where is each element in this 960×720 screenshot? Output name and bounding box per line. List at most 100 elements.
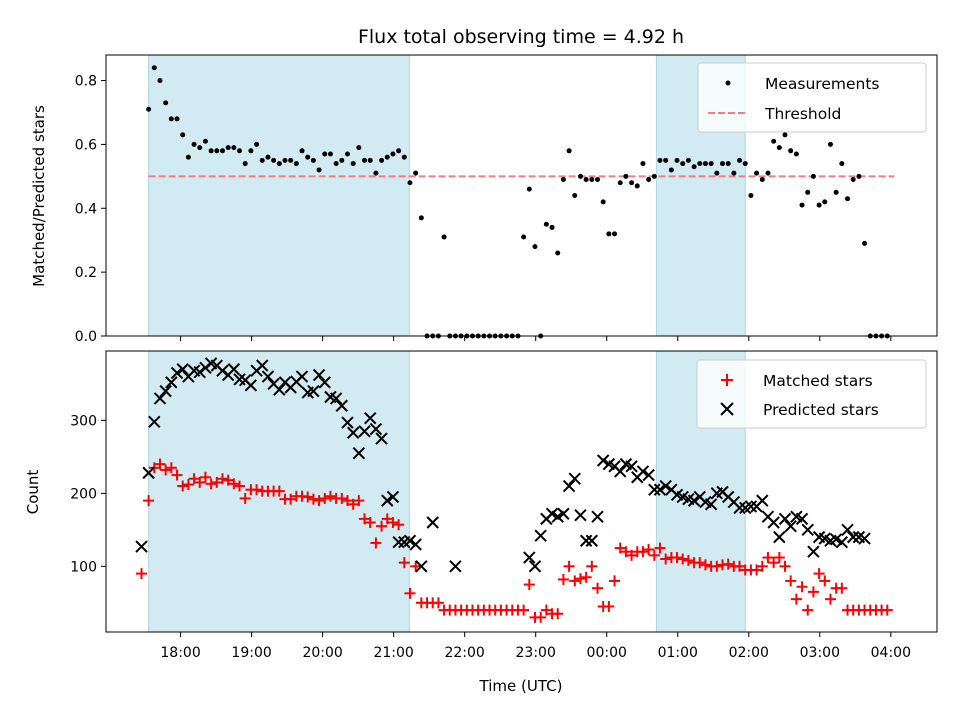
predicted-star-point bbox=[369, 422, 383, 436]
predicted-star-point bbox=[426, 516, 439, 529]
measurement-point bbox=[606, 231, 612, 237]
ratio-axes-frame bbox=[105, 54, 938, 337]
matched-star-point bbox=[756, 560, 768, 572]
predicted-star-point bbox=[756, 494, 769, 507]
matched-star-point bbox=[359, 513, 371, 525]
predicted-star-point bbox=[329, 392, 343, 405]
count-legend: Matched stars Predicted stars bbox=[696, 359, 927, 429]
matched-star-point bbox=[580, 571, 592, 583]
count-x-tick-label: 03:00 bbox=[800, 645, 840, 661]
matched-star-point bbox=[211, 476, 223, 488]
measurement-point bbox=[191, 141, 197, 147]
measurement-point bbox=[225, 145, 231, 151]
predicted-star-point bbox=[375, 432, 388, 445]
predicted-star-point bbox=[795, 512, 809, 526]
measurement-point bbox=[754, 170, 760, 176]
matched-star-point bbox=[370, 537, 382, 549]
predicted-star-point bbox=[273, 383, 286, 396]
predicted-star-point bbox=[148, 415, 161, 429]
matched-star-point bbox=[836, 582, 848, 594]
predicted-star-point bbox=[653, 483, 667, 496]
ratio-y-tick-label: 0.2 bbox=[75, 265, 97, 281]
matched-star-point bbox=[307, 493, 319, 505]
matched-star-point bbox=[552, 608, 564, 620]
ratio-legend-box bbox=[697, 62, 927, 133]
matched-star-point bbox=[234, 480, 246, 492]
predicted-star-point bbox=[807, 545, 820, 558]
measurement-point bbox=[788, 148, 794, 154]
measurement-point bbox=[600, 199, 606, 205]
measurement-point bbox=[589, 177, 595, 183]
measurement-point bbox=[845, 196, 851, 202]
matched-star-points bbox=[136, 458, 893, 623]
measurement-point bbox=[282, 157, 288, 163]
matched-star-point bbox=[404, 587, 416, 599]
measurement-point bbox=[373, 170, 379, 176]
matched-star-point bbox=[620, 546, 632, 558]
predicted-star-point bbox=[358, 425, 371, 438]
predicted-star-point bbox=[687, 494, 701, 507]
measurement-point bbox=[651, 173, 657, 179]
count-x-ticks: 18:00 19:00 20:00 21:00 22:00 23:00 00:00 01:00… bbox=[160, 632, 911, 661]
matched-star-point bbox=[398, 557, 410, 569]
legend-measurements-label: Measurements bbox=[765, 75, 880, 93]
measurement-point bbox=[526, 186, 532, 192]
matched-star-point bbox=[302, 491, 314, 503]
legend-measurements-marker bbox=[725, 80, 731, 86]
measurement-point bbox=[782, 132, 788, 138]
count-axes-frame bbox=[105, 350, 938, 633]
predicted-star-point bbox=[642, 468, 655, 482]
measurement-point bbox=[265, 154, 271, 160]
matched-star-point bbox=[586, 560, 598, 572]
measurement-point bbox=[827, 141, 833, 147]
matched-star-point bbox=[535, 611, 547, 623]
measurement-point bbox=[731, 170, 737, 176]
measurement-point bbox=[617, 180, 623, 186]
measurement-point bbox=[646, 177, 652, 183]
matched-star-point bbox=[319, 492, 331, 504]
matched-star-point bbox=[660, 553, 672, 565]
measurement-point bbox=[720, 161, 726, 167]
predicted-star-point bbox=[381, 494, 394, 507]
matched-star-point bbox=[643, 544, 655, 556]
measurement-point bbox=[572, 193, 578, 198]
matched-star-point bbox=[591, 582, 603, 594]
measurement-point bbox=[231, 145, 237, 151]
predicted-star-point bbox=[261, 370, 275, 383]
measurement-point bbox=[629, 180, 635, 186]
count-x-tick-label: 02:00 bbox=[729, 645, 769, 661]
measurement-point bbox=[316, 167, 322, 173]
predicted-star-point bbox=[256, 359, 269, 372]
measurement-point bbox=[765, 170, 771, 176]
predicted-star-point bbox=[846, 530, 860, 544]
measurement-point bbox=[299, 148, 305, 154]
predicted-star-point bbox=[773, 530, 786, 544]
measurement-point bbox=[208, 148, 214, 154]
predicted-star-point bbox=[364, 411, 377, 425]
matched-star-point bbox=[313, 495, 325, 507]
measurement-point bbox=[759, 177, 765, 183]
measurement-point bbox=[793, 151, 799, 157]
measurement-point bbox=[163, 100, 169, 106]
measurement-point bbox=[237, 148, 243, 154]
measurement-point bbox=[413, 170, 419, 176]
matched-star-point bbox=[722, 558, 734, 570]
measurement-point bbox=[390, 151, 396, 157]
legend-matched-marker bbox=[721, 374, 733, 386]
matched-star-point bbox=[239, 492, 251, 504]
measurement-point bbox=[401, 154, 407, 160]
matched-star-point bbox=[682, 554, 694, 566]
matched-star-point bbox=[347, 498, 359, 510]
count-x-tick-label: 18:00 bbox=[160, 645, 200, 661]
matched-star-point bbox=[222, 474, 234, 486]
measurement-point bbox=[418, 215, 424, 221]
matched-star-point bbox=[790, 593, 802, 605]
ratio-x-ticks bbox=[180, 336, 892, 341]
predicted-star-point bbox=[142, 466, 155, 480]
measurement-point bbox=[185, 154, 191, 160]
measurement-point bbox=[367, 157, 373, 163]
measurement-point bbox=[668, 167, 674, 173]
measurement-point bbox=[833, 189, 839, 195]
matched-star-point bbox=[768, 557, 780, 569]
